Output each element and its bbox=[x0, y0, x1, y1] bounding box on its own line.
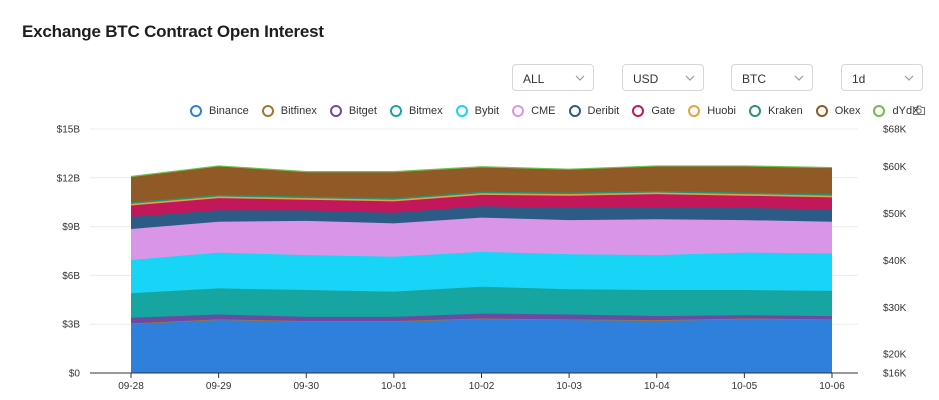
chart-title: Exchange BTC Contract Open Interest bbox=[22, 22, 324, 41]
legend-marker bbox=[512, 105, 525, 117]
legend-item-deribit[interactable]: Deribit bbox=[568, 105, 620, 117]
x-tick-label: 10-01 bbox=[381, 381, 407, 392]
area-series-bybit bbox=[131, 251, 832, 294]
area-series-deribit bbox=[131, 206, 832, 230]
y-right-tick-label: $20K bbox=[883, 350, 907, 361]
legend-marker bbox=[389, 105, 402, 117]
legend-marker bbox=[329, 105, 342, 117]
y-left-tick-label: $9B bbox=[62, 222, 80, 233]
area-series-binance bbox=[131, 319, 832, 373]
y-right-tick-label: $68K bbox=[883, 125, 907, 136]
area-series-cme bbox=[131, 217, 832, 260]
x-tick-label: 10-04 bbox=[644, 381, 670, 392]
legend-label: Bitfinex bbox=[280, 105, 317, 117]
legend-marker bbox=[261, 105, 274, 117]
camera-icon[interactable] bbox=[912, 104, 926, 116]
legend-label: Bitget bbox=[348, 105, 377, 117]
area-series-kraken bbox=[131, 190, 832, 204]
legend-item-huobi[interactable]: Huobi bbox=[688, 105, 736, 117]
legend-item-bitfinex[interactable]: Bitfinex bbox=[261, 105, 317, 117]
legend-label: Bybit bbox=[474, 105, 500, 117]
market-filter-value: ALL bbox=[523, 72, 545, 86]
x-tick-label: 09-30 bbox=[293, 381, 319, 392]
legend-marker bbox=[748, 105, 761, 117]
legend-item-gate[interactable]: Gate bbox=[632, 105, 675, 117]
chevron-down-icon bbox=[794, 75, 804, 81]
chevron-down-icon bbox=[904, 75, 914, 81]
legend-label: Huobi bbox=[707, 105, 736, 117]
chart-legend: Binance Bitfinex Bitget Bitmex Bybit CME Derib… bbox=[190, 103, 932, 119]
legend-marker bbox=[815, 105, 828, 117]
legend-label: dYdX bbox=[892, 105, 920, 117]
legend-marker bbox=[190, 105, 202, 117]
market-filter-select[interactable]: ALL bbox=[512, 64, 594, 91]
legend-label: Kraken bbox=[767, 105, 803, 117]
x-tick-label: 10-02 bbox=[469, 381, 495, 392]
legend-label: Bitmex bbox=[408, 105, 443, 117]
line-series-dydx bbox=[130, 165, 833, 178]
currency-filter-value: USD bbox=[633, 72, 659, 86]
x-tick-label: 10-06 bbox=[819, 381, 845, 392]
currency-filter-select[interactable]: USD bbox=[622, 64, 704, 91]
interval-filter-select[interactable]: 1d bbox=[841, 64, 923, 91]
area-series-okex bbox=[131, 166, 832, 203]
x-tick-label: 10-03 bbox=[556, 381, 582, 392]
y-left-tick-label: $3B bbox=[62, 320, 80, 331]
interval-filter-value: 1d bbox=[852, 72, 866, 86]
y-left-tick-label: $15B bbox=[57, 125, 81, 136]
legend-item-binance[interactable]: Binance bbox=[190, 105, 249, 117]
x-tick-label: 10-05 bbox=[732, 381, 758, 392]
legend-item-okex[interactable]: Okex bbox=[815, 105, 861, 117]
legend-item-bitmex[interactable]: Bitmex bbox=[389, 105, 443, 117]
legend-label: Gate bbox=[651, 105, 676, 117]
legend-label: CME bbox=[531, 105, 556, 117]
legend-marker bbox=[568, 105, 581, 117]
coin-filter-select[interactable]: BTC bbox=[731, 64, 813, 91]
y-left-tick-label: $12B bbox=[57, 173, 81, 184]
chevron-down-icon bbox=[685, 75, 695, 81]
y-right-tick-label: $30K bbox=[883, 303, 907, 314]
legend-item-cme[interactable]: CME bbox=[512, 105, 556, 117]
y-left-tick-label: $0 bbox=[69, 369, 81, 380]
legend-label: Deribit bbox=[587, 105, 620, 117]
chevron-down-icon bbox=[575, 75, 585, 81]
legend-marker bbox=[455, 105, 468, 117]
area-series-bitmex bbox=[131, 286, 832, 318]
legend-marker bbox=[873, 105, 886, 117]
y-right-tick-label: $16K bbox=[883, 369, 907, 380]
legend-item-bitget[interactable]: Bitget bbox=[329, 105, 377, 117]
x-tick-label: 09-28 bbox=[118, 381, 144, 392]
y-right-tick-label: $60K bbox=[883, 162, 907, 173]
legend-item-bybit[interactable]: Bybit bbox=[455, 105, 500, 117]
legend-label: Binance bbox=[209, 105, 249, 117]
y-right-tick-label: $40K bbox=[883, 256, 907, 267]
legend-marker bbox=[688, 105, 701, 117]
y-left-tick-label: $6B bbox=[62, 271, 80, 282]
legend-marker bbox=[632, 105, 645, 117]
legend-label: Okex bbox=[834, 105, 861, 117]
legend-item-kraken[interactable]: Kraken bbox=[748, 105, 803, 117]
y-right-tick-label: $50K bbox=[883, 209, 907, 220]
area-series-huobi bbox=[131, 192, 832, 206]
coin-filter-value: BTC bbox=[742, 72, 766, 86]
legend-item-dydx[interactable]: dYdX bbox=[873, 105, 919, 117]
line-series-bitfinex bbox=[130, 317, 833, 324]
x-tick-label: 09-29 bbox=[206, 381, 232, 392]
